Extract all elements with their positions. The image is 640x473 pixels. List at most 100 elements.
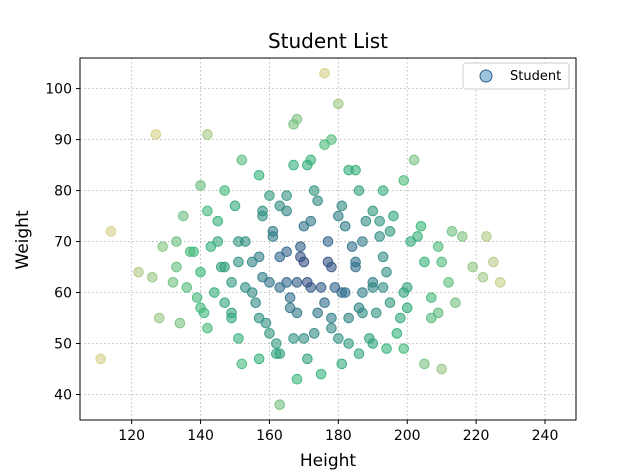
scatter-point — [195, 266, 206, 278]
scatter-point — [377, 251, 389, 263]
y-tick-label: 90 — [54, 133, 72, 149]
data-points — [95, 67, 506, 411]
scatter-point — [357, 236, 368, 247]
scatter-point — [246, 256, 258, 268]
scatter-point — [339, 287, 351, 298]
y-tick-label: 50 — [54, 337, 72, 353]
scatter-point — [212, 215, 224, 227]
scatter-point — [350, 164, 361, 176]
scatter-point — [329, 282, 341, 293]
scatter-point — [302, 353, 313, 365]
scatter-point — [236, 154, 248, 166]
scatter-point — [257, 210, 268, 222]
scatter-point — [147, 271, 158, 283]
scatter-point — [264, 277, 275, 288]
scatter-point — [250, 297, 261, 309]
scatter-point — [333, 98, 344, 110]
scatter-point — [360, 215, 372, 227]
scatter-point — [171, 236, 182, 247]
x-tick-label: 160 — [256, 428, 283, 444]
scatter-point — [202, 205, 213, 217]
scatter-point — [226, 277, 237, 288]
scatter-point — [398, 175, 410, 186]
scatter-point — [267, 231, 279, 242]
scatter-point — [291, 373, 303, 385]
scatter-point — [302, 277, 313, 288]
scatter-point — [436, 256, 447, 268]
scatter-point — [281, 190, 292, 201]
scatter-point — [133, 266, 144, 278]
scatter-point — [274, 348, 286, 360]
scatter-point — [253, 312, 265, 324]
scatter-point — [384, 297, 396, 309]
scatter-point — [377, 282, 389, 293]
x-axis-ticks: 120 140 160 180 200 220 240 — [118, 420, 558, 444]
scatter-point — [240, 236, 251, 247]
scatter-point — [308, 328, 320, 339]
scatter-point — [181, 282, 193, 293]
scatter-point — [219, 185, 230, 196]
scatter-point — [274, 251, 286, 263]
scatter-point — [436, 363, 447, 375]
scatter-point — [333, 210, 344, 222]
scatter-point — [305, 215, 317, 227]
scatter-point — [157, 241, 168, 252]
scatter-point — [236, 358, 248, 370]
scatter-point — [336, 358, 348, 370]
scatter-point — [308, 185, 320, 196]
scatter-point — [105, 226, 117, 237]
scatter-point — [419, 358, 430, 370]
plot-frame — [79, 57, 577, 421]
scatter-point — [315, 368, 327, 380]
scatter-point — [253, 353, 265, 365]
scatter-point — [319, 67, 330, 79]
scatter-point — [367, 282, 379, 293]
scatter-point — [432, 241, 444, 252]
x-tick-label: 200 — [394, 428, 421, 444]
scatter-point — [202, 129, 213, 140]
scatter-point — [319, 297, 330, 309]
scatter-point — [405, 236, 416, 247]
scatter-point — [219, 261, 230, 273]
scatter-point — [467, 261, 478, 273]
legend-label: Student — [510, 69, 561, 84]
x-axis-label: Height — [300, 451, 357, 471]
scatter-point — [288, 333, 299, 344]
scatter-point — [398, 287, 410, 298]
scatter-point — [233, 256, 244, 268]
scatter-point — [240, 282, 251, 293]
scatter-point — [326, 322, 337, 334]
scatter-point — [353, 348, 365, 360]
scatter-point — [426, 292, 437, 303]
scatter-point — [195, 302, 206, 314]
scatter-point — [291, 277, 303, 288]
scatter-point — [167, 277, 179, 288]
x-tick-label: 240 — [532, 428, 559, 444]
scatter-point — [195, 180, 206, 191]
scatter-point — [298, 333, 310, 344]
scatter-point — [312, 195, 323, 207]
scatter-point — [284, 292, 296, 303]
scatter-point — [281, 205, 292, 217]
scatter-point — [388, 210, 399, 222]
scatter-point — [457, 231, 468, 242]
scatter-point — [253, 169, 265, 181]
scatter-point — [401, 302, 413, 314]
scatter-point — [264, 190, 275, 201]
scatter-point — [446, 226, 458, 237]
y-tick-label: 100 — [45, 82, 72, 98]
y-tick-label: 60 — [54, 286, 72, 302]
scatter-point — [367, 205, 379, 217]
scatter-point — [419, 256, 430, 268]
scatter-point — [377, 185, 389, 196]
scatter-point — [374, 215, 385, 227]
y-tick-label: 80 — [54, 184, 72, 200]
legend: Student — [462, 62, 570, 90]
scatter-point — [339, 220, 351, 232]
scatter-point — [426, 312, 437, 324]
scatter-point — [343, 312, 354, 324]
scatter-point — [302, 159, 313, 171]
scatter-point — [274, 282, 286, 293]
scatter-point — [415, 220, 427, 232]
